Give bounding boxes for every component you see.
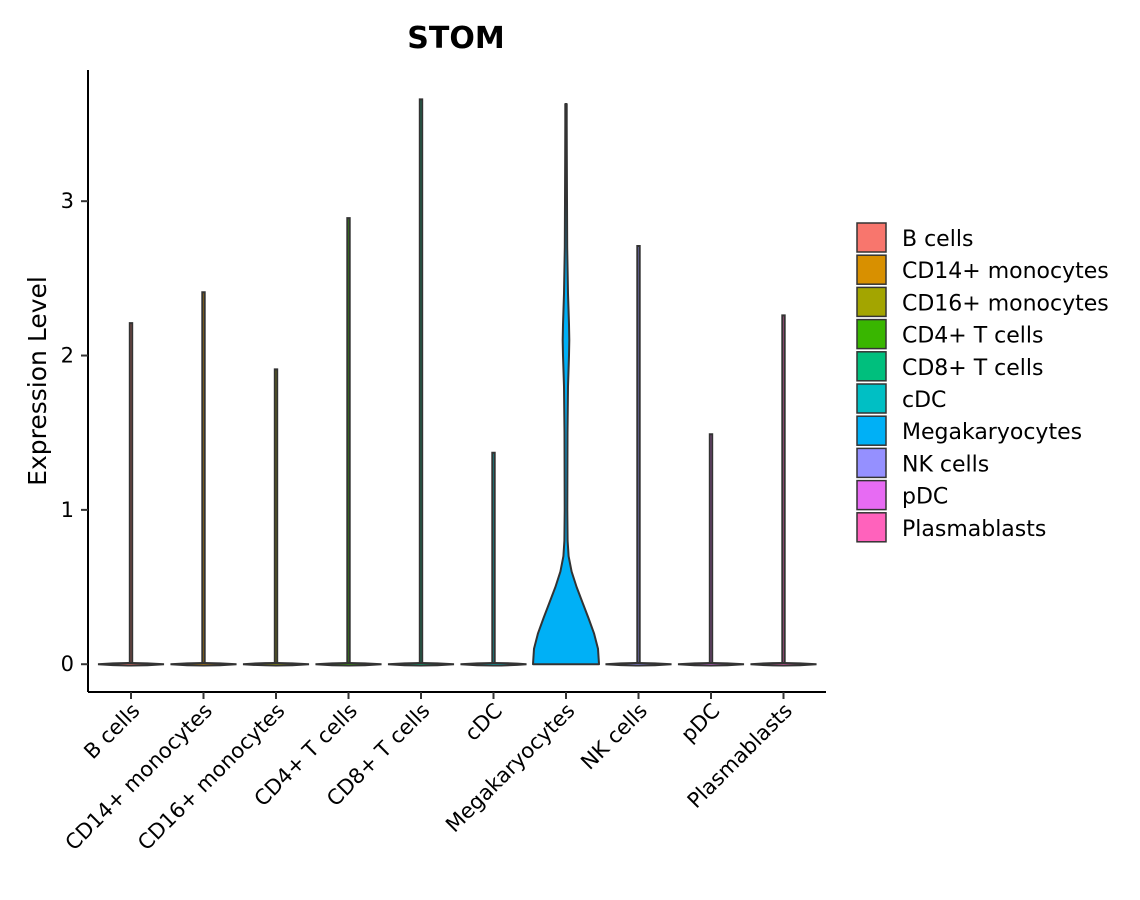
violin-megakaryocytes (532, 103, 600, 666)
y-axis-title: Expression Level (23, 276, 52, 486)
violin-spike (636, 244, 641, 666)
legend-swatch (856, 447, 887, 479)
violin-cdc (460, 451, 527, 667)
violin-b-cells (97, 322, 165, 667)
violin-base (750, 661, 817, 667)
legend-label: Plasmablasts (902, 517, 1046, 542)
violin-base (170, 661, 237, 667)
violin-base (677, 661, 745, 667)
violin-pdc (677, 433, 745, 667)
violin-spike (128, 322, 134, 666)
legend-item: NK cells (856, 447, 989, 479)
violin-nk-cells (605, 244, 672, 667)
violin-spike (418, 98, 424, 666)
legend: B cells CD14+ monocytes CD16+ monocytes CD4… (856, 222, 1109, 543)
violin-cd8-t-cells (387, 98, 455, 667)
chart-title: STOM (407, 21, 504, 56)
x-tick-label: NK cells (576, 699, 652, 775)
violin-base (315, 661, 382, 667)
legend-label: CD16+ monocytes (902, 291, 1109, 316)
legend-item: Plasmablasts (856, 512, 1046, 543)
x-tick-label: Megakaryocytes (441, 699, 580, 838)
y-axis: 0 1 2 3 (61, 70, 89, 692)
legend-label: cDC (902, 388, 946, 413)
violin-spike (781, 314, 786, 666)
x-tick-label: cDC (460, 699, 507, 746)
legend-item: Megakaryocytes (856, 415, 1082, 446)
violin-spike (273, 368, 279, 666)
legend-item: CD14+ monocytes (856, 254, 1109, 285)
violin-base (460, 661, 527, 667)
y-tick-label: 1 (61, 498, 74, 522)
violin-base (605, 661, 672, 667)
plot-area (97, 98, 817, 667)
legend-label: NK cells (902, 452, 989, 477)
legend-swatch (856, 286, 887, 318)
legend-swatch (856, 222, 887, 253)
legend-item: CD8+ T cells (856, 351, 1043, 382)
violin-cd14-monocytes (170, 291, 237, 667)
legend-item: cDC (856, 383, 946, 414)
legend-item: B cells (856, 222, 973, 253)
legend-item: CD4+ T cells (856, 318, 1043, 350)
legend-swatch (856, 254, 887, 285)
legend-swatch (856, 512, 887, 543)
legend-label: B cells (902, 227, 973, 252)
violin-cd16-monocytes (242, 368, 310, 667)
violin-spike (346, 217, 351, 666)
legend-swatch (856, 415, 887, 446)
x-tick-label: pDC (676, 699, 724, 747)
legend-item: CD16+ monocytes (856, 286, 1109, 318)
violin-base (387, 661, 455, 667)
legend-label: Megakaryocytes (902, 420, 1082, 445)
violin-base (97, 661, 165, 667)
legend-swatch (856, 318, 887, 350)
violin-spike (201, 291, 206, 666)
violin-cd4-t-cells (315, 217, 382, 667)
legend-label: pDC (902, 485, 948, 510)
y-tick-label: 3 (61, 189, 74, 213)
legend-swatch (856, 479, 887, 511)
legend-swatch (856, 351, 887, 382)
legend-label: CD4+ T cells (902, 324, 1043, 349)
y-tick-label: 0 (61, 652, 74, 676)
x-tick-label: B cells (79, 699, 144, 764)
y-tick-label: 2 (61, 344, 74, 368)
violin-body (532, 103, 600, 666)
violin-plasmablasts (750, 314, 817, 667)
violin-spike (491, 451, 496, 666)
legend-item: pDC (856, 479, 948, 511)
violin-base (242, 661, 310, 667)
violin-spike (708, 433, 714, 666)
legend-swatch (856, 383, 887, 414)
legend-label: CD14+ monocytes (902, 259, 1109, 284)
legend-label: CD8+ T cells (902, 356, 1043, 381)
